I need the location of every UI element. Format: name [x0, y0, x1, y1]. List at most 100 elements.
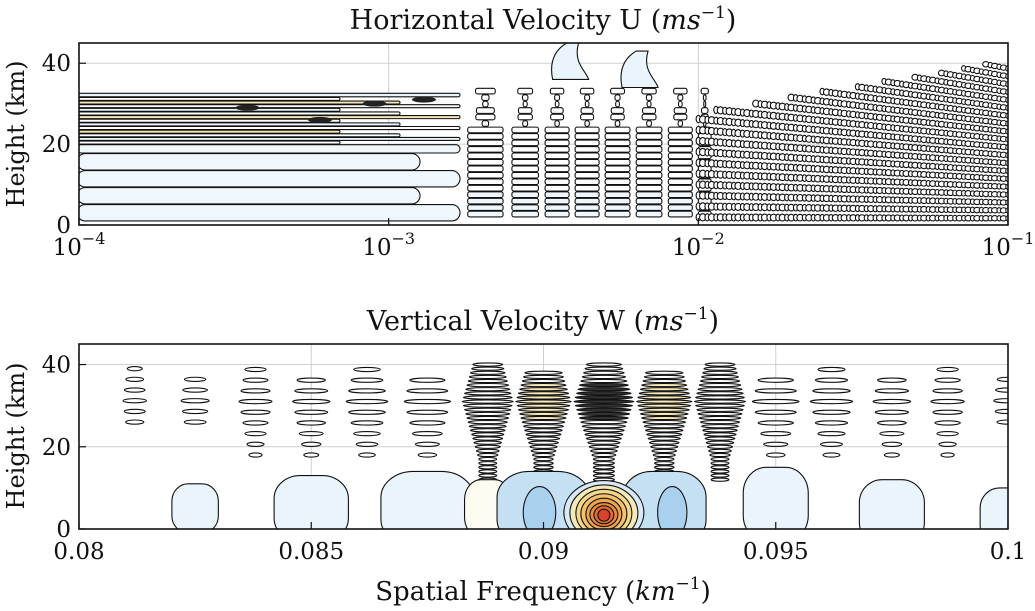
- u-column-contour: [667, 178, 693, 186]
- u-dense-core: [235, 104, 260, 111]
- u-column-contour: [635, 184, 663, 192]
- u-column-contour: [667, 152, 693, 160]
- u-column-contour: [604, 165, 631, 173]
- u-column-contour: [554, 94, 561, 101]
- w-lens-contour: [466, 382, 510, 388]
- w-xlabel-main: Spatial Frequency: [375, 577, 617, 607]
- u-column-contour: [574, 152, 600, 160]
- u-column-contour: [467, 165, 504, 173]
- w-lens-contour: [519, 411, 568, 417]
- w-lens-contour: [468, 374, 507, 380]
- u-column-contour: [677, 94, 684, 101]
- w-lens-contour: [468, 424, 507, 429]
- u-band-contour: [79, 187, 421, 205]
- w-lens-contour: [639, 387, 689, 392]
- w-lens-contour: [242, 420, 269, 426]
- w-lens-contour: [638, 391, 690, 396]
- w-lens-contour: [704, 362, 736, 367]
- u-column-contour: [544, 171, 570, 179]
- w-lens-contour: [240, 388, 271, 394]
- w-lens-contour: [592, 456, 615, 462]
- w-lens-contour: [697, 411, 743, 417]
- w-lower-blob: [171, 483, 219, 529]
- w-lens-contour: [580, 419, 628, 425]
- u-column-contour: [574, 165, 600, 173]
- u-column-contour: [467, 126, 504, 134]
- u-column-contour: [574, 133, 600, 140]
- u-column-contour: [641, 107, 657, 114]
- u-column-contour: [544, 191, 570, 199]
- w-xtick-label-0: 0.08: [53, 539, 104, 565]
- u-dense-core: [307, 116, 332, 123]
- w-lens-contour: [641, 382, 688, 388]
- w-lens-contour: [358, 452, 376, 458]
- w-ytick-label-2: 40: [42, 353, 71, 379]
- u-column-contour: [645, 94, 653, 101]
- w-lens-contour: [641, 415, 688, 421]
- u-column-contour: [610, 87, 626, 95]
- w-lens-contour: [242, 377, 269, 383]
- w-lens-contour: [462, 403, 513, 408]
- u-column-contour: [641, 87, 657, 95]
- w-lens-contour: [533, 465, 554, 470]
- u-column-contour: [604, 197, 631, 205]
- w-lens-contour: [478, 469, 498, 474]
- w-lens-contour: [294, 409, 329, 415]
- w-lens-contour: [754, 388, 797, 394]
- w-title-unit: ms: [644, 306, 683, 337]
- w-contours: [122, 362, 1008, 529]
- u-column-contour: [522, 100, 528, 108]
- u-dense-core: [411, 96, 436, 103]
- w-lens-contour: [587, 440, 621, 445]
- u-title: Horizontal Velocity U (ms−1): [350, 3, 737, 36]
- u-column-contour: [574, 178, 600, 186]
- u-column-contour: [481, 120, 490, 127]
- w-lens-contour: [530, 448, 557, 454]
- w-lens-contour: [471, 366, 505, 371]
- w-lens-contour: [819, 441, 843, 447]
- w-xtick-label-3: 0.095: [743, 539, 809, 565]
- w-lens-contour: [466, 415, 510, 421]
- w-lower-blob: [742, 466, 809, 529]
- w-lens-contour: [533, 461, 554, 466]
- w-lens-contour: [693, 399, 747, 404]
- u-xtick-label-0: 10−4: [53, 229, 106, 261]
- w-lens-contour: [412, 430, 443, 437]
- u-column-contour: [604, 158, 631, 166]
- u-column-contour: [667, 191, 693, 199]
- u-column-contour: [544, 145, 570, 153]
- w-lens-contour: [592, 469, 615, 474]
- u-xtick-label-3: 10−1: [982, 229, 1035, 261]
- w-xlabel-unit: km: [635, 577, 675, 607]
- w-lens-contour: [932, 388, 963, 394]
- u-column-contour: [467, 145, 504, 153]
- u-column-contour: [544, 178, 570, 186]
- w-lens-contour: [642, 419, 687, 425]
- w-lens-contour: [240, 409, 271, 415]
- w-lens-contour: [585, 436, 622, 441]
- u-column-contour: [467, 133, 504, 140]
- w-lens-contour: [809, 398, 854, 405]
- u-column-contour: [544, 139, 570, 147]
- u-column-contour: [614, 94, 621, 101]
- w-lens-contour: [652, 452, 676, 458]
- u-contours: [79, 43, 1008, 222]
- w-lens-contour: [406, 409, 449, 415]
- u-band-contour: [79, 136, 461, 142]
- u-column-contour: [667, 204, 693, 211]
- u-ytick-label-2: 40: [42, 51, 71, 77]
- w-lens-contour: [576, 391, 632, 396]
- u-column-contour: [482, 100, 489, 108]
- w-lens-contour: [695, 395, 745, 400]
- w-lens-contour: [654, 461, 675, 466]
- u-dense-core: [362, 100, 387, 107]
- w-lens-contour: [461, 399, 514, 404]
- w-lens-contour: [703, 366, 737, 371]
- u-column-contour: [511, 197, 540, 205]
- w-lens-contour: [874, 388, 909, 394]
- u-column-contour: [574, 210, 600, 218]
- w-lens-contour: [574, 403, 634, 408]
- u-column-contour: [646, 120, 652, 127]
- w-lens-contour: [533, 456, 554, 462]
- u-column-contour: [604, 191, 631, 199]
